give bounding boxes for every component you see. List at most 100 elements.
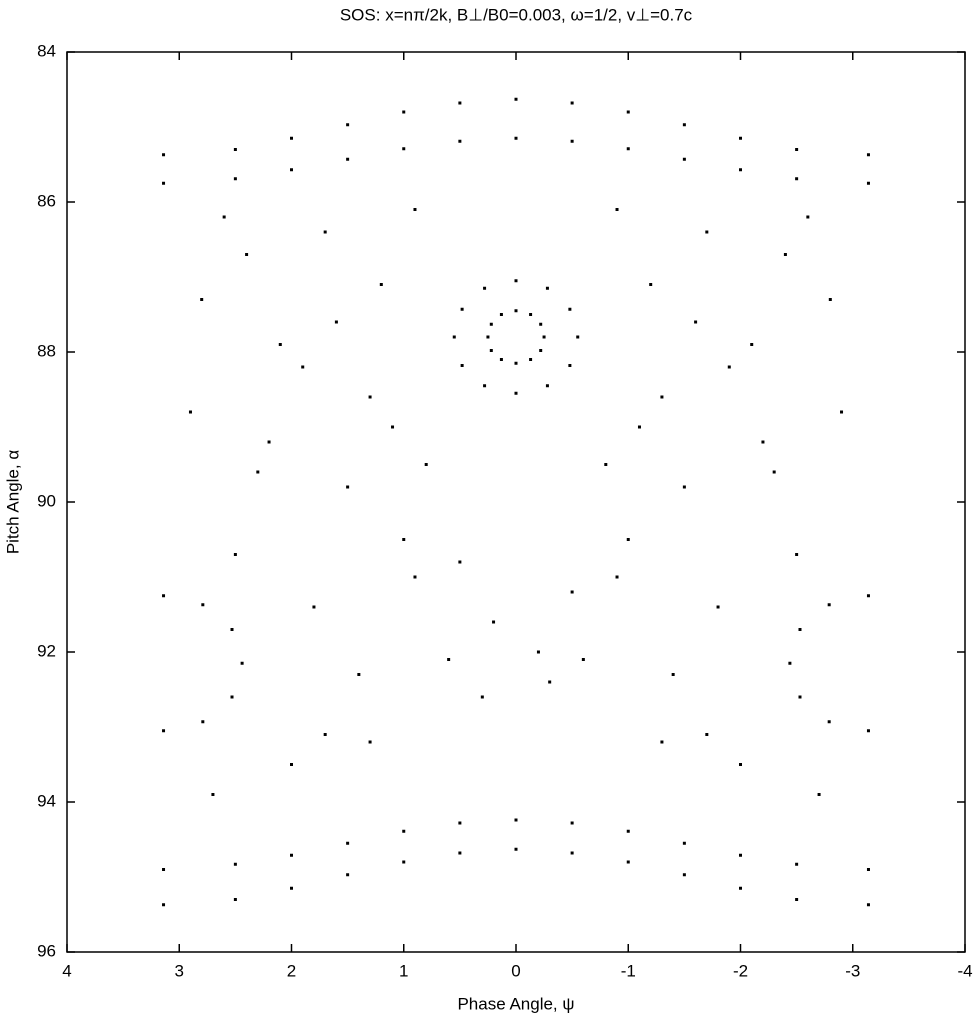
point bbox=[514, 309, 518, 313]
point bbox=[483, 286, 487, 290]
point bbox=[750, 343, 754, 346]
point bbox=[290, 168, 293, 172]
point bbox=[458, 560, 462, 564]
point bbox=[240, 661, 244, 665]
point bbox=[615, 575, 619, 579]
point bbox=[346, 123, 350, 127]
point bbox=[783, 253, 787, 256]
point bbox=[256, 470, 260, 474]
point bbox=[866, 594, 870, 598]
x-tick-label: -2 bbox=[733, 961, 748, 980]
point bbox=[447, 658, 451, 661]
point bbox=[222, 215, 226, 219]
point bbox=[798, 695, 802, 699]
point bbox=[514, 391, 518, 395]
point bbox=[626, 538, 630, 541]
point bbox=[626, 147, 630, 151]
y-tick-label: 94 bbox=[37, 791, 56, 810]
point bbox=[346, 157, 350, 161]
point bbox=[539, 322, 543, 326]
point bbox=[716, 605, 720, 609]
point bbox=[424, 463, 428, 466]
point bbox=[637, 425, 641, 429]
point bbox=[536, 650, 540, 654]
point bbox=[671, 673, 675, 676]
x-tick-label: 3 bbox=[175, 961, 184, 980]
point bbox=[245, 253, 249, 256]
point bbox=[827, 720, 831, 724]
point bbox=[458, 821, 462, 825]
x-tick-label: 0 bbox=[511, 961, 520, 980]
point bbox=[866, 153, 870, 157]
point bbox=[828, 298, 832, 301]
point bbox=[413, 575, 417, 579]
point bbox=[694, 320, 698, 324]
point bbox=[529, 358, 533, 361]
point bbox=[739, 136, 742, 140]
point bbox=[346, 841, 350, 845]
point bbox=[334, 320, 338, 324]
point bbox=[514, 818, 518, 822]
point bbox=[545, 286, 549, 290]
point bbox=[483, 384, 487, 388]
y-tick-label: 90 bbox=[37, 491, 56, 510]
point bbox=[162, 594, 166, 598]
point bbox=[570, 101, 574, 105]
point bbox=[312, 605, 316, 609]
point bbox=[233, 177, 237, 181]
chart-title: SOS: x=nπ/2k, B⊥/B0=0.003, ω=1/2, v⊥=0.7… bbox=[340, 5, 693, 24]
point bbox=[739, 763, 742, 766]
point bbox=[391, 425, 395, 429]
point bbox=[402, 860, 406, 864]
x-tick-label: 1 bbox=[399, 961, 408, 980]
point bbox=[402, 538, 406, 541]
point bbox=[866, 868, 870, 871]
point bbox=[460, 307, 464, 311]
point bbox=[162, 729, 166, 733]
y-tick-label: 86 bbox=[37, 191, 56, 210]
point bbox=[346, 873, 350, 877]
point bbox=[200, 298, 204, 301]
point bbox=[368, 740, 372, 744]
point bbox=[290, 853, 293, 857]
point bbox=[233, 553, 237, 556]
x-tick-label: 4 bbox=[62, 961, 71, 980]
point bbox=[489, 322, 493, 326]
point bbox=[230, 628, 234, 631]
point bbox=[604, 463, 608, 466]
point bbox=[346, 485, 350, 489]
point bbox=[772, 470, 776, 474]
point bbox=[739, 853, 742, 857]
point bbox=[866, 181, 870, 185]
point bbox=[570, 139, 574, 143]
point bbox=[379, 283, 383, 286]
y-tick-label: 92 bbox=[37, 641, 56, 660]
plot-frame bbox=[66, 51, 966, 953]
y-tick-label: 88 bbox=[37, 341, 56, 360]
point bbox=[682, 157, 686, 161]
point bbox=[529, 313, 533, 316]
point bbox=[188, 410, 192, 414]
point bbox=[290, 136, 293, 140]
point bbox=[570, 590, 574, 594]
point bbox=[499, 313, 503, 316]
point bbox=[682, 873, 686, 877]
y-axis-label: Pitch Angle, α bbox=[3, 450, 22, 555]
point bbox=[682, 841, 686, 845]
point bbox=[817, 793, 821, 796]
point bbox=[323, 733, 327, 736]
point bbox=[705, 230, 709, 234]
point bbox=[402, 829, 406, 833]
x-tick-label: 2 bbox=[287, 961, 296, 980]
point bbox=[458, 139, 462, 143]
point bbox=[233, 898, 237, 901]
point bbox=[739, 168, 742, 172]
point bbox=[795, 862, 799, 866]
point bbox=[201, 720, 205, 724]
point bbox=[660, 395, 664, 399]
point bbox=[489, 349, 493, 352]
point bbox=[458, 101, 462, 105]
point bbox=[357, 673, 361, 676]
point bbox=[542, 335, 546, 339]
point bbox=[806, 215, 810, 219]
